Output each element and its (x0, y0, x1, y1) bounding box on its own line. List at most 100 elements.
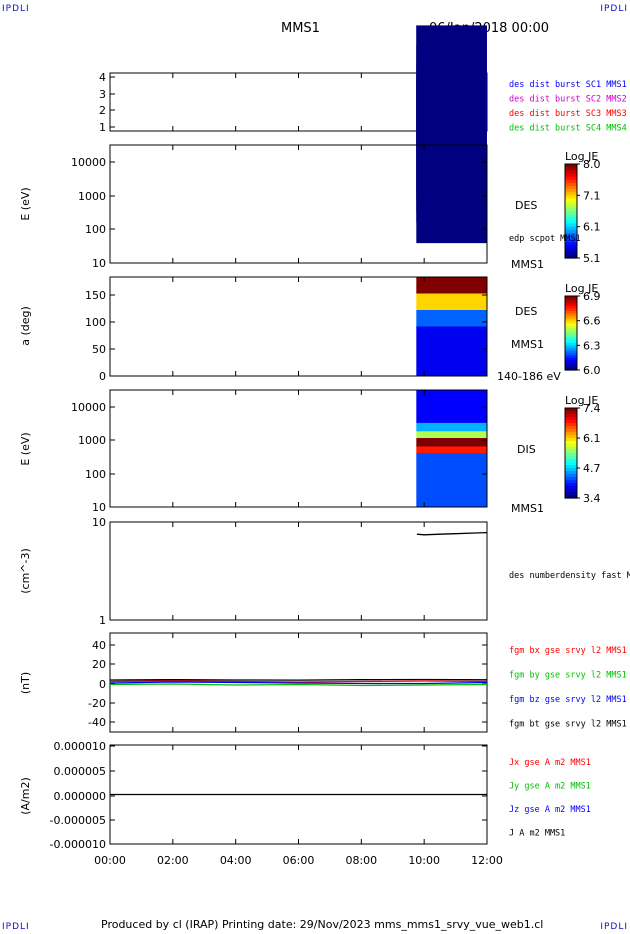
colorbar-tick-label: 6.1 (583, 221, 601, 234)
colorbar-title: Log JE (565, 394, 598, 407)
legend-entry: fgm bx gse srvy l2 MMS1 (509, 646, 627, 656)
colorbar-segment (565, 308, 577, 312)
colorbar-segment (565, 495, 577, 499)
colorbar-segment (565, 310, 577, 314)
colorbar-segment (565, 441, 577, 445)
colorbar-segment (565, 229, 577, 234)
colorbar-segment (565, 211, 577, 215)
colorbar-tick-label: 6.6 (583, 315, 601, 328)
y-axis-label: a (deg) (19, 306, 32, 346)
colorbar-segment (565, 417, 577, 421)
colorbar-tick-label: 3.4 (583, 492, 601, 505)
colorbar-segment (565, 254, 577, 259)
legend-entry: Jz gse A m2 MMS1 (509, 805, 591, 815)
colorbar-segment (565, 298, 577, 302)
y-tick-label: 1 (99, 614, 106, 627)
panel-side-label: DES (515, 199, 537, 212)
panel-frame (109, 521, 488, 621)
y-tick-label: 100 (85, 468, 106, 481)
colorbar-segment (565, 204, 577, 209)
y-tick-label: -40 (88, 716, 106, 729)
colorbar-segment (565, 432, 577, 436)
corner-mark-br: IPDLI (600, 922, 628, 932)
colorbar-segment (565, 468, 577, 472)
colorbar-segment (565, 367, 577, 371)
colorbar-segment (565, 352, 577, 356)
y-tick-label: 0 (99, 370, 106, 383)
colorbar-segment (565, 320, 577, 324)
y-tick-label: 10 (92, 501, 106, 514)
colorbar-segment (565, 333, 577, 337)
y-tick-label: 100 (85, 223, 106, 236)
heatmap-band (416, 310, 487, 327)
colorbar-segment (565, 179, 577, 184)
colorbar-segment (565, 223, 577, 228)
colorbar-segment (565, 318, 577, 322)
colorbar-segment (565, 167, 577, 171)
panel-side-label: MMS1 (511, 338, 544, 351)
colorbar-segment (565, 185, 577, 190)
legend-entry: Jx gse A m2 MMS1 (509, 758, 591, 768)
colorbar-tick-label: 6.0 (583, 364, 601, 377)
colorbar-segment (565, 170, 577, 174)
colorbar-segment (565, 462, 577, 466)
legend-entry: des dist burst SC2 MMS2 (509, 95, 627, 105)
colorbar-segment (565, 450, 577, 454)
colorbar-frame (564, 407, 578, 499)
y-tick-label: 0.000005 (54, 765, 107, 778)
corner-mark-tl: IPDLI (2, 4, 30, 14)
colorbar-segment (565, 411, 577, 415)
y-tick-label: 0.000000 (54, 790, 107, 803)
colorbar-segment (565, 335, 577, 339)
footer-credit: Produced by cl (IRAP) Printing date: 29/… (101, 918, 544, 931)
colorbar-tick-label: 6.3 (583, 339, 601, 352)
colorbar-segment (565, 201, 577, 206)
heatmap-band (416, 438, 487, 447)
colorbar-segment (565, 350, 577, 354)
legend-entry: fgm by gse srvy l2 MMS1 (509, 671, 627, 681)
colorbar-segment (565, 360, 577, 364)
panel-side-label: 140-186 eV (497, 370, 561, 383)
colorbar-segment (565, 315, 577, 319)
colorbar-segment (565, 305, 577, 309)
colorbar-segment (565, 340, 577, 344)
x-tick-label: 02:00 (157, 854, 189, 867)
colorbar-segment (565, 474, 577, 478)
y-tick-label: 1000 (78, 190, 106, 203)
y-tick-label: 4 (99, 71, 106, 84)
y-tick-label: 10 (92, 257, 106, 270)
colorbar-segment (565, 342, 577, 346)
colorbar-segment (565, 337, 577, 341)
x-tick-label: 04:00 (220, 854, 252, 867)
colorbar-segment (565, 483, 577, 487)
colorbar-frame (564, 163, 578, 259)
panel-side-label: DES (515, 305, 537, 318)
y-axis-label: E (eV) (19, 187, 32, 220)
colorbar-segment (565, 355, 577, 359)
colorbar-segment (565, 357, 577, 361)
colorbar-tick-label: 8.0 (583, 158, 601, 171)
y-tick-label: -0.000010 (50, 838, 106, 851)
colorbar-segment (565, 325, 577, 329)
colorbar-segment (565, 192, 577, 196)
x-tick-label: 00:00 (94, 854, 126, 867)
colorbar-segment (565, 239, 577, 243)
spacecraft-title: MMS1 (281, 21, 320, 36)
colorbar-segment (565, 328, 577, 332)
colorbar-tick-label: 6.1 (583, 432, 601, 445)
colorbar-segment (565, 251, 577, 256)
y-tick-label: 10000 (71, 156, 106, 169)
colorbar-segment (565, 456, 577, 460)
colorbar-segment (565, 362, 577, 366)
series-line (109, 678, 488, 681)
colorbar-tick-label: 6.9 (583, 290, 601, 303)
colorbar-segment (565, 214, 577, 218)
colorbar-frame (564, 295, 578, 371)
y-axis-label: (cm^-3) (19, 548, 32, 594)
y-tick-label: 0.000010 (54, 740, 107, 753)
colorbar-segment (565, 438, 577, 442)
colorbar-segment (565, 365, 577, 369)
y-tick-label: 3 (99, 88, 106, 101)
colorbar-segment (565, 248, 577, 253)
